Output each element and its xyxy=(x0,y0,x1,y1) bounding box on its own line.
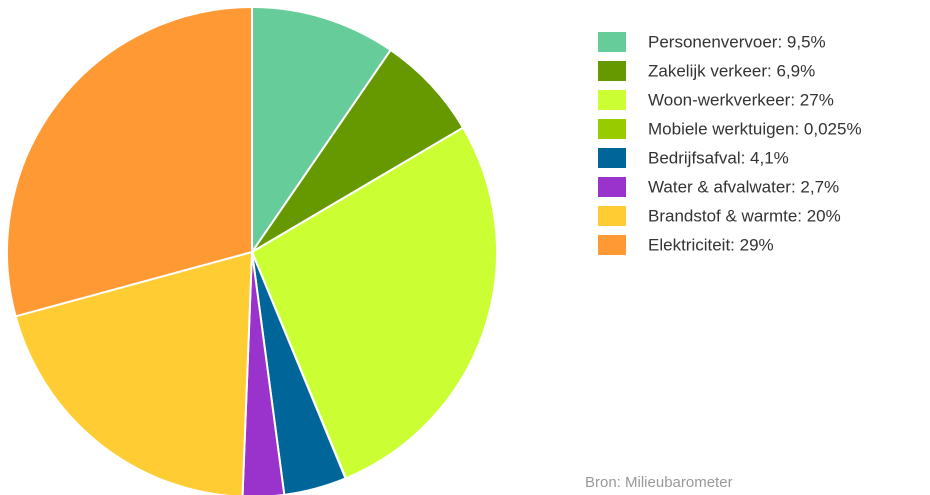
legend-swatch xyxy=(598,177,626,197)
legend-label: Zakelijk verkeer: 6,9% xyxy=(648,61,815,80)
legend-label: Personenvervoer: 9,5% xyxy=(648,32,826,51)
legend-swatch xyxy=(598,61,626,81)
legend-label: Water & afvalwater: 2,7% xyxy=(648,177,839,196)
legend-label: Mobiele werktuigen: 0,025% xyxy=(648,119,862,138)
source-note: Bron: Milieubarometer xyxy=(585,474,733,491)
legend-swatch xyxy=(598,235,626,255)
legend-label: Elektriciteit: 29% xyxy=(648,235,774,254)
legend-label: Bedrijfsafval: 4,1% xyxy=(648,148,789,167)
legend-swatch xyxy=(598,90,626,110)
legend-label: Brandstof & warmte: 20% xyxy=(648,206,841,225)
legend-label: Woon-werkverkeer: 27% xyxy=(648,90,834,109)
pie-slice xyxy=(14,250,254,495)
legend-swatch xyxy=(598,206,626,226)
legend-swatch xyxy=(598,148,626,168)
legend-swatch xyxy=(598,32,626,52)
pie-slice xyxy=(251,48,465,253)
pie-slice xyxy=(250,126,498,480)
pie-slice xyxy=(6,5,253,318)
legend-swatch xyxy=(598,119,626,139)
pie-slice xyxy=(251,5,393,256)
